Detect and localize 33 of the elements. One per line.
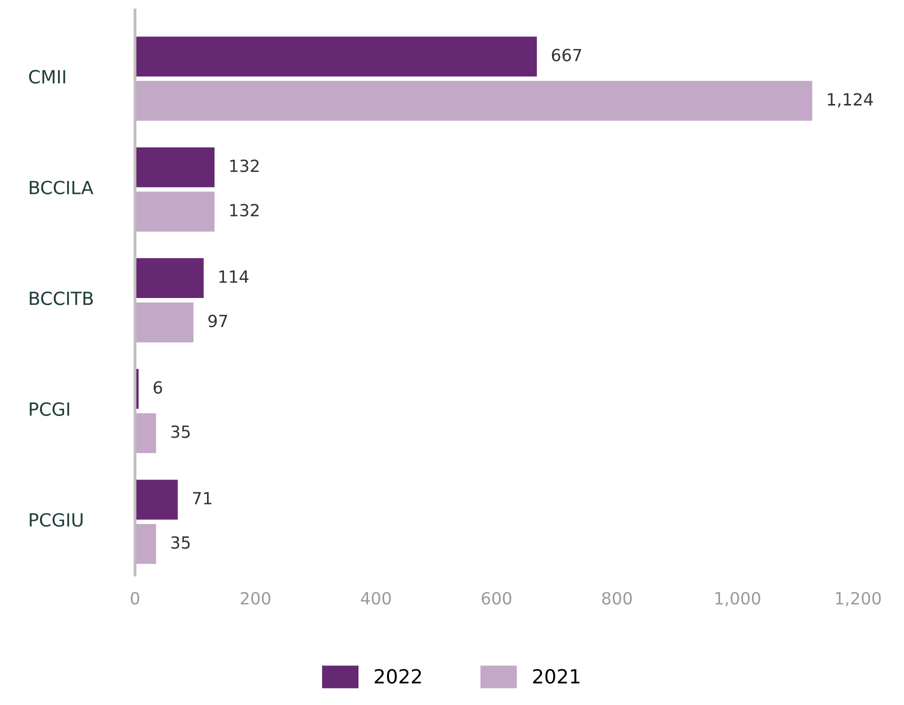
bar xyxy=(135,413,156,454)
y-tick-label: BCCITB xyxy=(30,292,93,306)
text: 132 xyxy=(230,204,259,216)
legend-label: 2022 xyxy=(374,668,421,684)
bar xyxy=(135,192,215,232)
bar xyxy=(135,524,156,564)
x-tick-label: 600 xyxy=(482,592,512,605)
x-tick-label: 0 xyxy=(130,592,140,605)
bar xyxy=(135,36,537,76)
x-tick-label: 800 xyxy=(602,592,632,605)
bar xyxy=(135,480,178,520)
text: 71 xyxy=(193,492,212,504)
y-tick-label: CMII xyxy=(29,70,66,84)
x-tick-label: 1,000 xyxy=(715,592,760,606)
bar xyxy=(135,302,194,342)
y-tick-label: BCCILA xyxy=(30,180,94,194)
text: 114 xyxy=(219,270,248,283)
x-tick-label: 200 xyxy=(240,592,270,605)
y-tick-label: PCGIU xyxy=(30,513,83,527)
bar xyxy=(135,80,812,121)
text: 132 xyxy=(230,160,259,172)
x-tick-label: 400 xyxy=(360,592,391,605)
text: 1,124 xyxy=(828,93,873,108)
x-tick-label: 1,200 xyxy=(836,592,881,606)
bar xyxy=(135,147,215,188)
text: 97 xyxy=(208,314,228,328)
bar xyxy=(135,258,204,298)
text: 35 xyxy=(171,425,190,438)
text: 667 xyxy=(552,48,582,62)
y-tick-label: PCGI xyxy=(30,402,70,416)
text: 6 xyxy=(154,381,162,394)
text: 35 xyxy=(171,536,190,549)
legend-label: 2021 xyxy=(533,668,580,684)
